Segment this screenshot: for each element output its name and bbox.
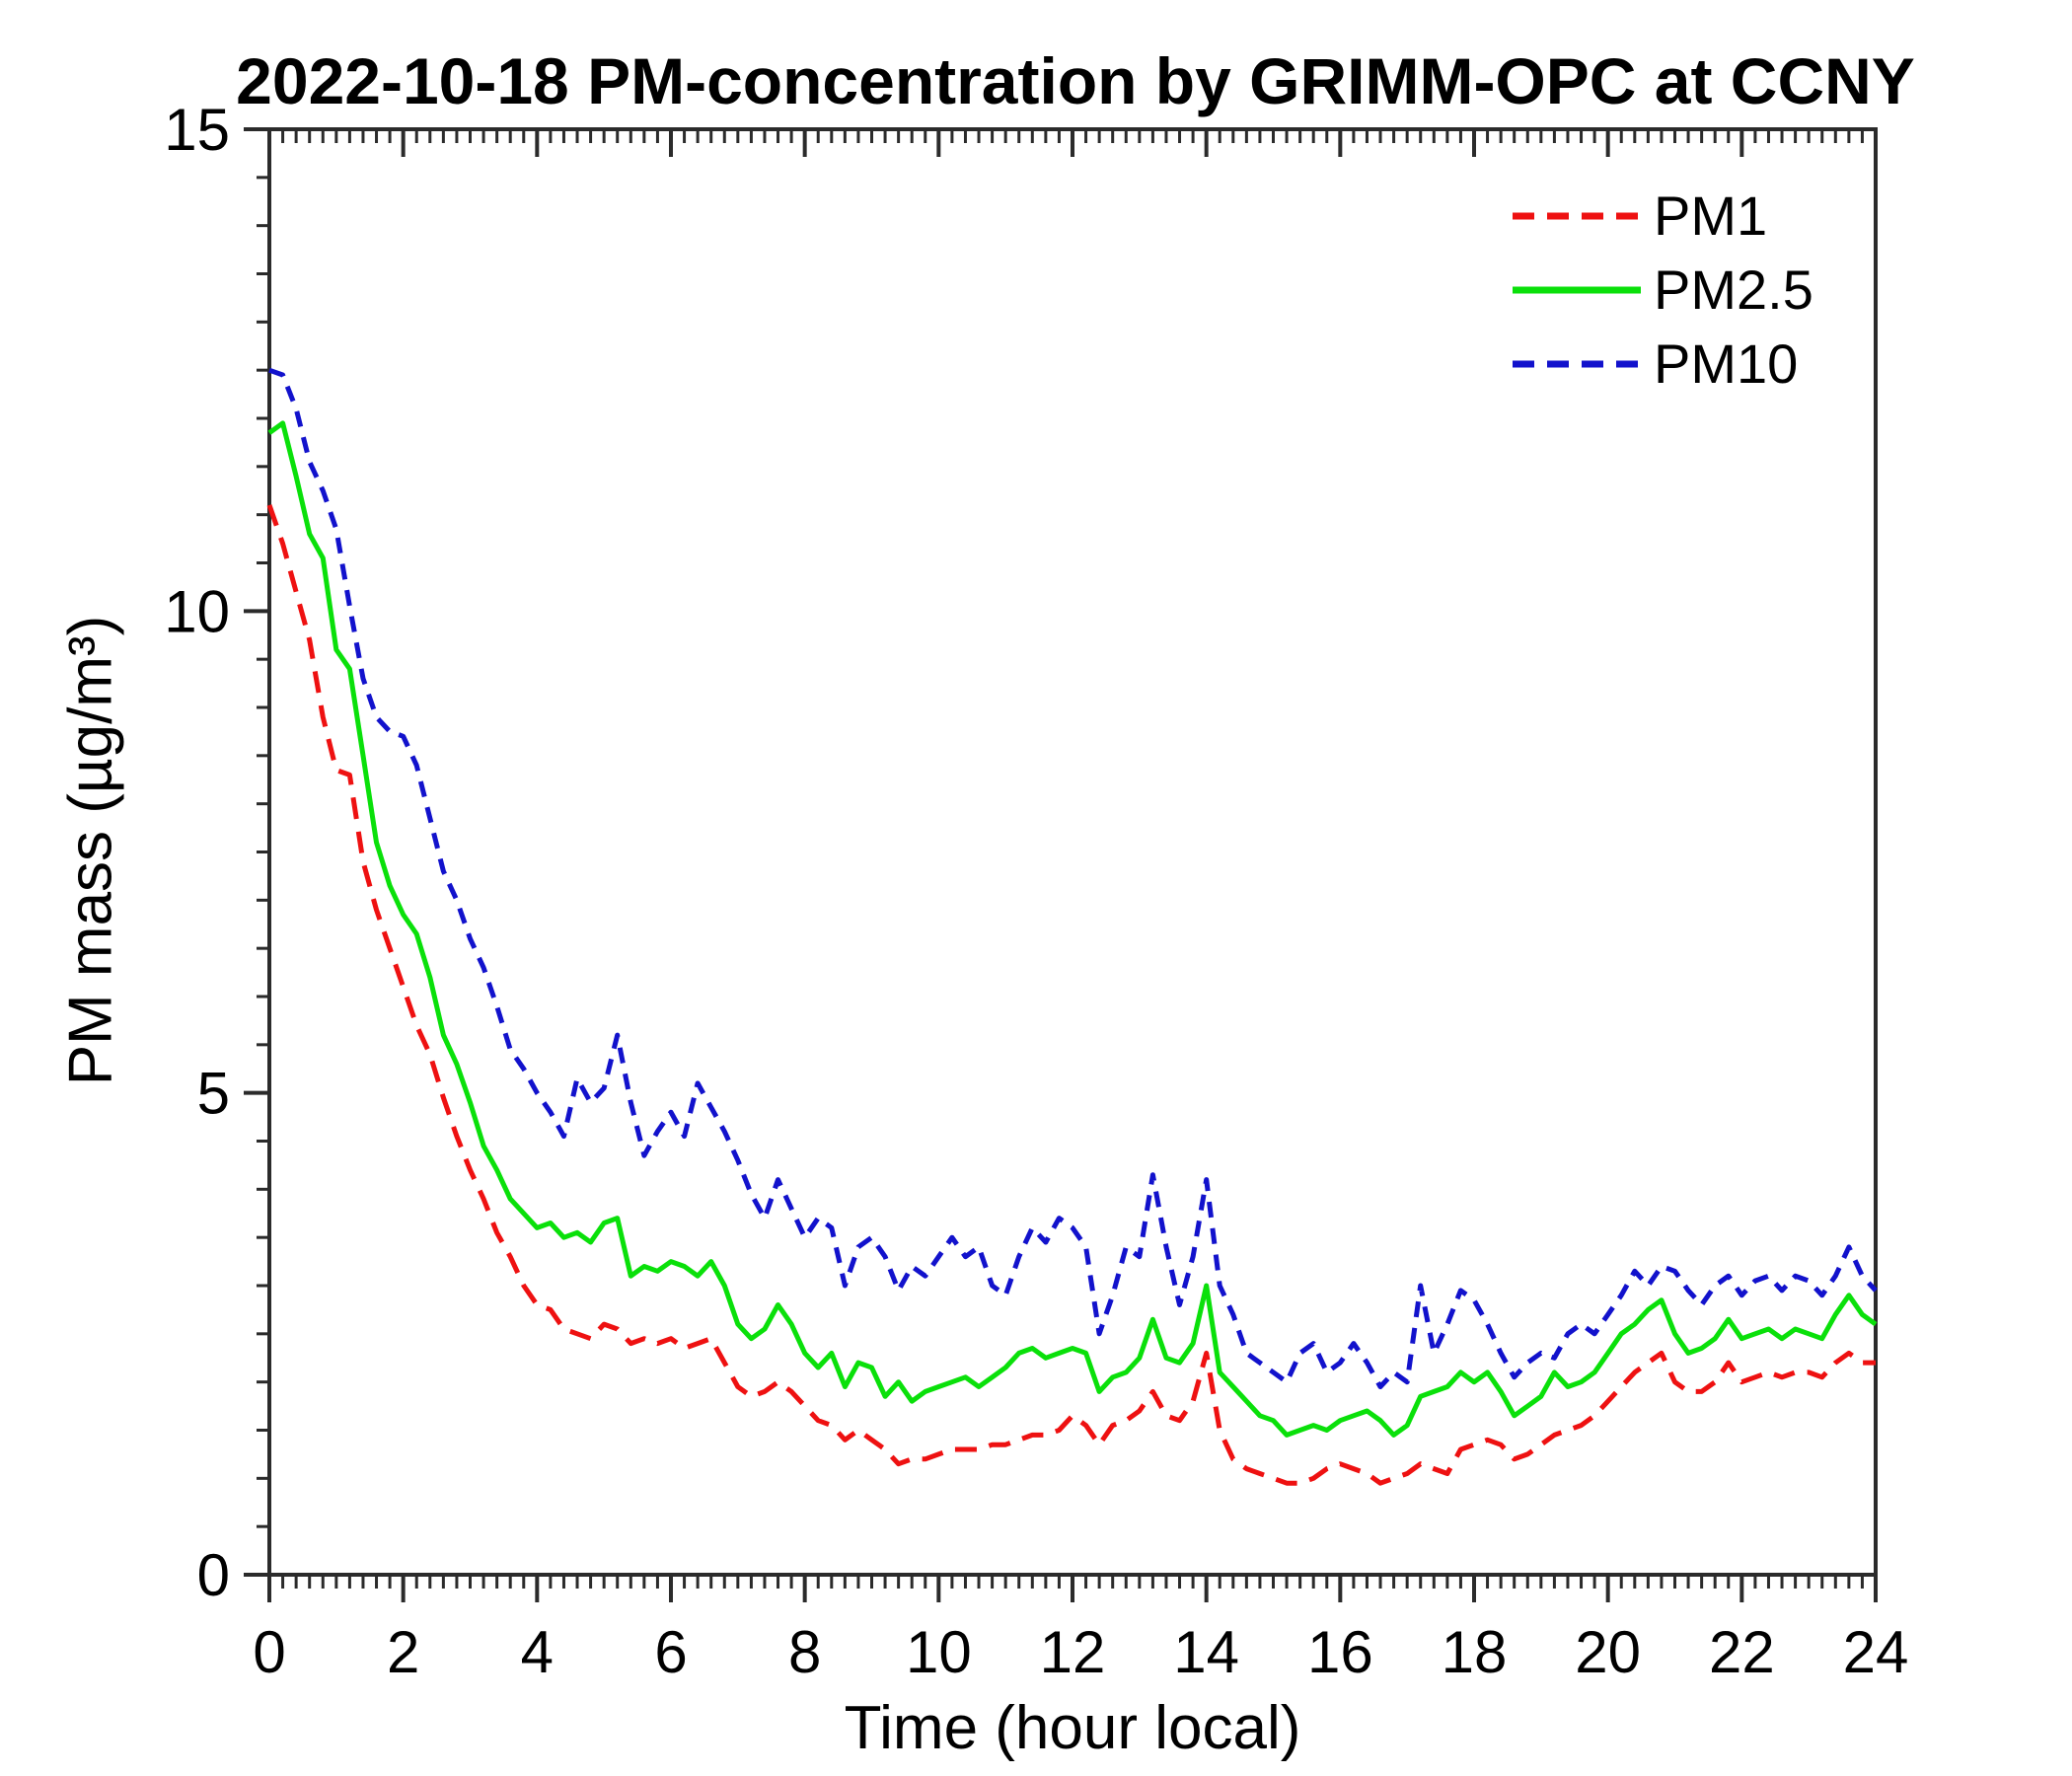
legend: PM1 PM2.5 PM10 <box>1513 179 1813 401</box>
x-tick-labels: 0 2 4 6 8 10 12 14 16 18 20 22 24 <box>253 1619 1908 1685</box>
legend-label-pm25: PM2.5 <box>1654 259 1813 321</box>
x-tick-label: 22 <box>1709 1619 1775 1685</box>
series-line-pm10 <box>268 367 1878 1389</box>
legend-label-pm1: PM1 <box>1654 185 1768 247</box>
x-tick-label: 24 <box>1843 1619 1909 1685</box>
legend-line-pm1-icon <box>1513 212 1641 219</box>
y-tick-label: 0 <box>197 1542 230 1608</box>
x-axis-label: Time (hour local) <box>844 1694 1301 1762</box>
x-tick-label: 12 <box>1040 1619 1106 1685</box>
x-tick-label: 14 <box>1173 1619 1239 1685</box>
x-tick-label: 6 <box>654 1619 687 1685</box>
y-tick-label: 15 <box>164 97 230 163</box>
series-line-pm1 <box>266 504 1876 1486</box>
legend-item-pm1: PM1 <box>1513 179 1813 253</box>
x-tick-label: 16 <box>1307 1619 1373 1685</box>
legend-label-pm10: PM10 <box>1654 333 1799 395</box>
y-tick-label: 10 <box>164 578 230 644</box>
y-tick-labels: 0 5 10 15 <box>164 97 230 1608</box>
x-tick-label: 10 <box>906 1619 972 1685</box>
x-tick-label: 4 <box>521 1619 554 1685</box>
y-tick-label: 5 <box>197 1061 230 1127</box>
x-tick-label: 2 <box>387 1619 419 1685</box>
legend-item-pm10: PM10 <box>1513 327 1813 401</box>
x-axis-ticks <box>267 129 1878 1602</box>
x-tick-label: 0 <box>253 1619 285 1685</box>
legend-line-pm10-icon <box>1513 360 1641 367</box>
y-axis-ticks <box>244 127 269 1577</box>
legend-item-pm25: PM2.5 <box>1513 253 1813 327</box>
x-tick-label: 8 <box>788 1619 821 1685</box>
chart-title: 2022-10-18 PM-concentration by GRIMM-OPC… <box>236 44 1915 117</box>
series-line-pm25 <box>267 420 1878 1438</box>
x-tick-label: 20 <box>1575 1619 1641 1685</box>
legend-line-pm25-icon <box>1513 286 1641 293</box>
x-tick-label: 18 <box>1442 1619 1508 1685</box>
